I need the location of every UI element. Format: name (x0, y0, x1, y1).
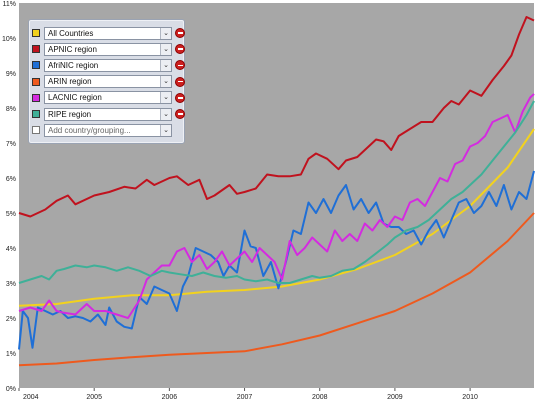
y-tick-label: 2% (6, 316, 16, 323)
remove-icon[interactable] (175, 109, 185, 119)
y-tick-label: 9% (6, 71, 16, 78)
series-select-label: All Countries (48, 28, 94, 38)
legend-item: APNIC region ⌄ (32, 42, 185, 56)
remove-icon[interactable] (175, 44, 185, 55)
legend-item: RIPE region ⌄ (32, 107, 185, 121)
chevron-down-icon[interactable]: ⌄ (160, 43, 171, 55)
x-tick-label: 2005 (86, 394, 102, 401)
series-lines (18, 16, 535, 367)
legend-swatch (32, 29, 40, 37)
legend-item: ARIN region ⌄ (32, 75, 185, 89)
chevron-down-icon[interactable]: ⌄ (160, 76, 171, 88)
chevron-down-icon[interactable]: ⌄ (160, 92, 171, 104)
y-tick-label: 7% (6, 141, 16, 148)
x-tick-label: 2009 (387, 394, 403, 401)
series-line-all-countries (18, 128, 535, 307)
legend-swatch (32, 110, 40, 118)
y-axis-ticks: 0% 1% 2% 3% 4% 5% 6% 7% 8% 9% 10% 11% (2, 1, 16, 393)
series-line-arin-region (18, 212, 535, 367)
y-tick-label: 10% (2, 36, 16, 43)
chevron-down-icon[interactable]: ⌄ (160, 108, 171, 120)
remove-icon[interactable] (175, 60, 185, 71)
add-series-row: Add country/grouping... ⌄ (32, 123, 172, 137)
chevron-down-icon[interactable]: ⌄ (160, 27, 171, 39)
y-tick-label: 6% (6, 176, 16, 183)
y-tick-label: 11% (3, 1, 17, 8)
empty-swatch (32, 126, 40, 135)
y-tick-label: 1% (6, 351, 16, 358)
series-select-label: ARIN region (48, 77, 92, 87)
x-tick-label: 2004 (23, 394, 39, 401)
series-line-ripe-region (18, 100, 535, 284)
y-tick-label: 0% (6, 386, 16, 393)
series-select-label: RIPE region (48, 109, 92, 119)
legend-swatch (32, 77, 40, 86)
add-country-placeholder: Add country/grouping... (48, 125, 131, 135)
chevron-down-icon[interactable]: ⌄ (160, 124, 171, 136)
chevron-down-icon[interactable]: ⌄ (160, 59, 171, 71)
x-tick-label: 2006 (162, 394, 178, 401)
series-select[interactable]: AfriNIC region ⌄ (44, 58, 172, 72)
series-select-label: APNIC region (48, 44, 97, 54)
y-tick-label: 4% (6, 246, 16, 253)
y-tick-label: 3% (6, 281, 16, 288)
x-axis-ticks: 2004 2005 2006 2007 2008 2009 2010 (18, 388, 478, 401)
series-line-afrinic-region (18, 170, 535, 350)
series-select-label: AfriNIC region (48, 60, 99, 70)
legend-item: LACNIC region ⌄ (32, 91, 185, 105)
legend-swatch (32, 93, 40, 102)
series-select-label: LACNIC region (48, 93, 102, 103)
y-tick-label: 8% (6, 106, 16, 113)
y-tick-label: 5% (6, 211, 16, 218)
x-tick-label: 2010 (462, 394, 478, 401)
legend-swatch (32, 61, 40, 70)
series-select[interactable]: APNIC region ⌄ (44, 42, 172, 56)
legend-swatch (32, 45, 40, 54)
series-select[interactable]: All Countries ⌄ (44, 26, 172, 40)
x-tick-label: 2007 (237, 394, 253, 401)
series-select[interactable]: RIPE region ⌄ (44, 107, 172, 121)
add-country-select[interactable]: Add country/grouping... ⌄ (44, 123, 172, 137)
series-select[interactable]: ARIN region ⌄ (44, 75, 172, 89)
remove-icon[interactable] (175, 28, 185, 38)
legend-panel: All Countries ⌄ APNIC region ⌄ AfriNIC regio… (28, 19, 185, 144)
series-line-lacnic-region (18, 93, 535, 319)
series-line-apnic-region (18, 16, 535, 218)
legend-item: AfriNIC region ⌄ (32, 58, 185, 72)
remove-icon[interactable] (175, 76, 185, 87)
x-tick-label: 2008 (312, 394, 328, 401)
remove-icon[interactable] (175, 92, 185, 103)
legend-item: All Countries ⌄ (32, 26, 185, 40)
series-select[interactable]: LACNIC region ⌄ (44, 91, 172, 105)
